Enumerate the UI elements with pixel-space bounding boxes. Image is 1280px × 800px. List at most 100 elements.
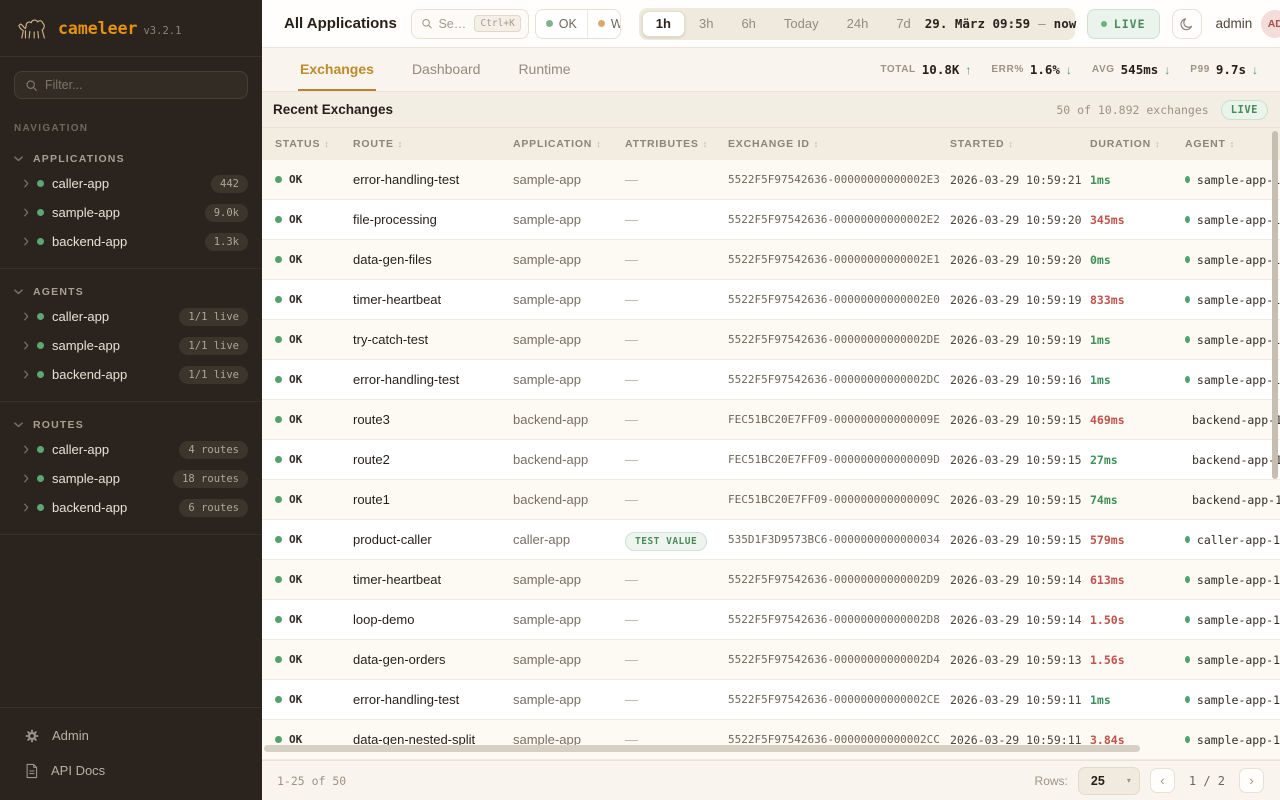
tab-exchanges[interactable]: Exchanges <box>298 48 376 91</box>
table-row[interactable]: OK timer-heartbeat sample-app — 5522F5F9… <box>262 280 1280 320</box>
table-row[interactable]: OK file-processing sample-app — 5522F5F9… <box>262 200 1280 240</box>
sidebar-section-header[interactable]: APPLICATIONS <box>0 149 262 169</box>
table-row[interactable]: OK error-handling-test sample-app — 5522… <box>262 680 1280 720</box>
duration-cell: 27ms <box>1090 452 1118 467</box>
agent-cell: sample-app-1 <box>1185 293 1280 307</box>
admin-link[interactable]: Admin <box>0 718 262 753</box>
sidebar-section-header[interactable]: AGENTS <box>0 282 262 302</box>
sidebar-item-agents-caller-app[interactable]: caller-app 1/1 live <box>0 302 262 331</box>
time-range-3h[interactable]: 3h <box>685 11 727 37</box>
sidebar-item-label: sample-app <box>52 338 120 353</box>
sidebar-item-agents-sample-app[interactable]: sample-app 1/1 live <box>0 331 262 360</box>
api-docs-label: API Docs <box>51 763 106 778</box>
sidebar-item-routes-caller-app[interactable]: caller-app 4 routes <box>0 435 262 464</box>
table-row[interactable]: OK loop-demo sample-app — 5522F5F9754263… <box>262 600 1280 640</box>
duration-cell: 1.56s <box>1090 652 1125 667</box>
vertical-scrollbar[interactable] <box>1272 131 1278 479</box>
tab-bar: Exchanges Dashboard Runtime TOTAL 10.8K ↑ ERR… <box>262 48 1280 92</box>
col-started[interactable]: STARTED ↕ <box>950 138 1014 150</box>
table-row[interactable]: OK route3 backend-app — FEC51BC20E7FF09-… <box>262 400 1280 440</box>
col-attributes[interactable]: ATTRIBUTES ↕ <box>625 138 709 150</box>
table-row[interactable]: OK data-gen-orders sample-app — 5522F5F9… <box>262 640 1280 680</box>
main-area: All Applications Ctrl+K OK Wa <box>262 0 1280 800</box>
attributes-cell: — <box>625 251 638 267</box>
time-range-1h[interactable]: 1h <box>641 10 685 37</box>
col-agent[interactable]: AGENT ↕ <box>1185 138 1236 150</box>
filter-input[interactable] <box>45 78 237 92</box>
ok-dot <box>275 696 282 703</box>
tab-runtime[interactable]: Runtime <box>516 48 572 91</box>
status-cell: OK <box>275 533 353 546</box>
attributes-cell: — <box>625 731 638 747</box>
agent-cell: sample-app-1 <box>1185 573 1280 587</box>
date-range[interactable]: 29. März 09:59 — now <box>925 16 1089 31</box>
sidebar-item-routes-backend-app[interactable]: backend-app 6 routes <box>0 493 262 522</box>
tab-dashboard[interactable]: Dashboard <box>410 48 483 91</box>
status-filter-warning[interactable]: Wa <box>586 9 620 38</box>
agent-cell: backend-app-1 <box>1192 452 1280 467</box>
count-badge: 18 routes <box>173 469 248 488</box>
application-cell: backend-app <box>513 492 589 507</box>
ok-dot <box>275 416 282 423</box>
application-cell: sample-app <box>513 572 581 587</box>
col-exchange-id[interactable]: EXCHANGE ID ↕ <box>728 138 820 150</box>
sidebar-section-header[interactable]: ROUTES <box>0 415 262 435</box>
time-range-today[interactable]: Today <box>770 11 833 37</box>
sidebar-item-applications-caller-app[interactable]: caller-app 442 <box>0 169 262 198</box>
col-route[interactable]: ROUTE ↕ <box>353 138 404 150</box>
route-cell: route1 <box>353 492 390 507</box>
status-cell: OK <box>275 413 353 426</box>
rows-per-page-select[interactable]: 25 ▾ <box>1077 766 1140 795</box>
route-cell: try-catch-test <box>353 332 429 347</box>
time-range-24h[interactable]: 24h <box>833 11 883 37</box>
time-range-7d[interactable]: 7d <box>882 11 924 37</box>
live-toggle-button[interactable]: LIVE <box>1086 8 1160 39</box>
sidebar-section-title: AGENTS <box>33 286 84 298</box>
sidebar-item-routes-sample-app[interactable]: sample-app 18 routes <box>0 464 262 493</box>
sidebar-item-applications-sample-app[interactable]: sample-app 9.0k <box>0 198 262 227</box>
search-input[interactable] <box>438 16 469 31</box>
exchange-id-cell: 5522F5F97542636-00000000000002DE <box>728 333 940 346</box>
table-row[interactable]: OK data-gen-nested-split sample-app — 55… <box>262 720 1280 760</box>
theme-toggle-button[interactable] <box>1171 8 1202 39</box>
table-row[interactable]: OK route1 backend-app — FEC51BC20E7FF09-… <box>262 480 1280 520</box>
agent-live-dot <box>1185 176 1190 183</box>
attributes-cell: — <box>625 291 638 307</box>
table-row[interactable]: OK data-gen-files sample-app — 5522F5F97… <box>262 240 1280 280</box>
application-cell: sample-app <box>513 692 581 707</box>
api-docs-link[interactable]: API Docs <box>0 753 262 788</box>
time-range-6h[interactable]: 6h <box>727 11 769 37</box>
avatar[interactable]: AD <box>1261 9 1280 38</box>
table-row[interactable]: OK product-caller caller-app TEST VALUE … <box>262 520 1280 560</box>
recent-exchanges-bar: Recent Exchanges 50 of 10.892 exchanges … <box>262 92 1280 128</box>
prev-page-button[interactable]: ‹ <box>1149 768 1175 793</box>
col-duration[interactable]: DURATION ↕ <box>1090 138 1161 150</box>
global-search[interactable]: Ctrl+K <box>410 8 529 39</box>
chevron-right-icon <box>24 237 29 246</box>
table-row[interactable]: OK try-catch-test sample-app — 5522F5F97… <box>262 320 1280 360</box>
next-page-button[interactable]: › <box>1239 768 1264 793</box>
table-row[interactable]: OK error-handling-test sample-app — 5522… <box>262 160 1280 200</box>
sidebar-item-label: caller-app <box>52 309 110 324</box>
status-cell: OK <box>275 333 353 346</box>
ok-dot <box>275 376 282 383</box>
warning-dot <box>597 20 605 27</box>
status-filter-ok[interactable]: OK <box>536 10 587 38</box>
sidebar-item-applications-backend-app[interactable]: backend-app 1.3k <box>0 227 262 256</box>
col-application[interactable]: APPLICATION ↕ <box>513 138 602 150</box>
col-status[interactable]: STATUS ↕ <box>275 138 330 150</box>
attributes-cell: — <box>625 691 638 707</box>
table-row[interactable]: OK error-handling-test sample-app — 5522… <box>262 360 1280 400</box>
attributes-cell: — <box>625 371 638 387</box>
chevron-down-icon <box>14 289 23 295</box>
sidebar-item-agents-backend-app[interactable]: backend-app 1/1 live <box>0 360 262 389</box>
duration-cell: 345ms <box>1090 212 1125 227</box>
status-dot <box>37 180 44 187</box>
horizontal-scrollbar[interactable] <box>264 745 1140 752</box>
status-dot <box>37 371 44 378</box>
table-row[interactable]: OK route2 backend-app — FEC51BC20E7FF09-… <box>262 440 1280 480</box>
chevron-right-icon <box>24 370 29 379</box>
table-row[interactable]: OK timer-heartbeat sample-app — 5522F5F9… <box>262 560 1280 600</box>
chevron-down-icon: ▾ <box>1126 776 1131 785</box>
ok-dot <box>275 256 282 263</box>
